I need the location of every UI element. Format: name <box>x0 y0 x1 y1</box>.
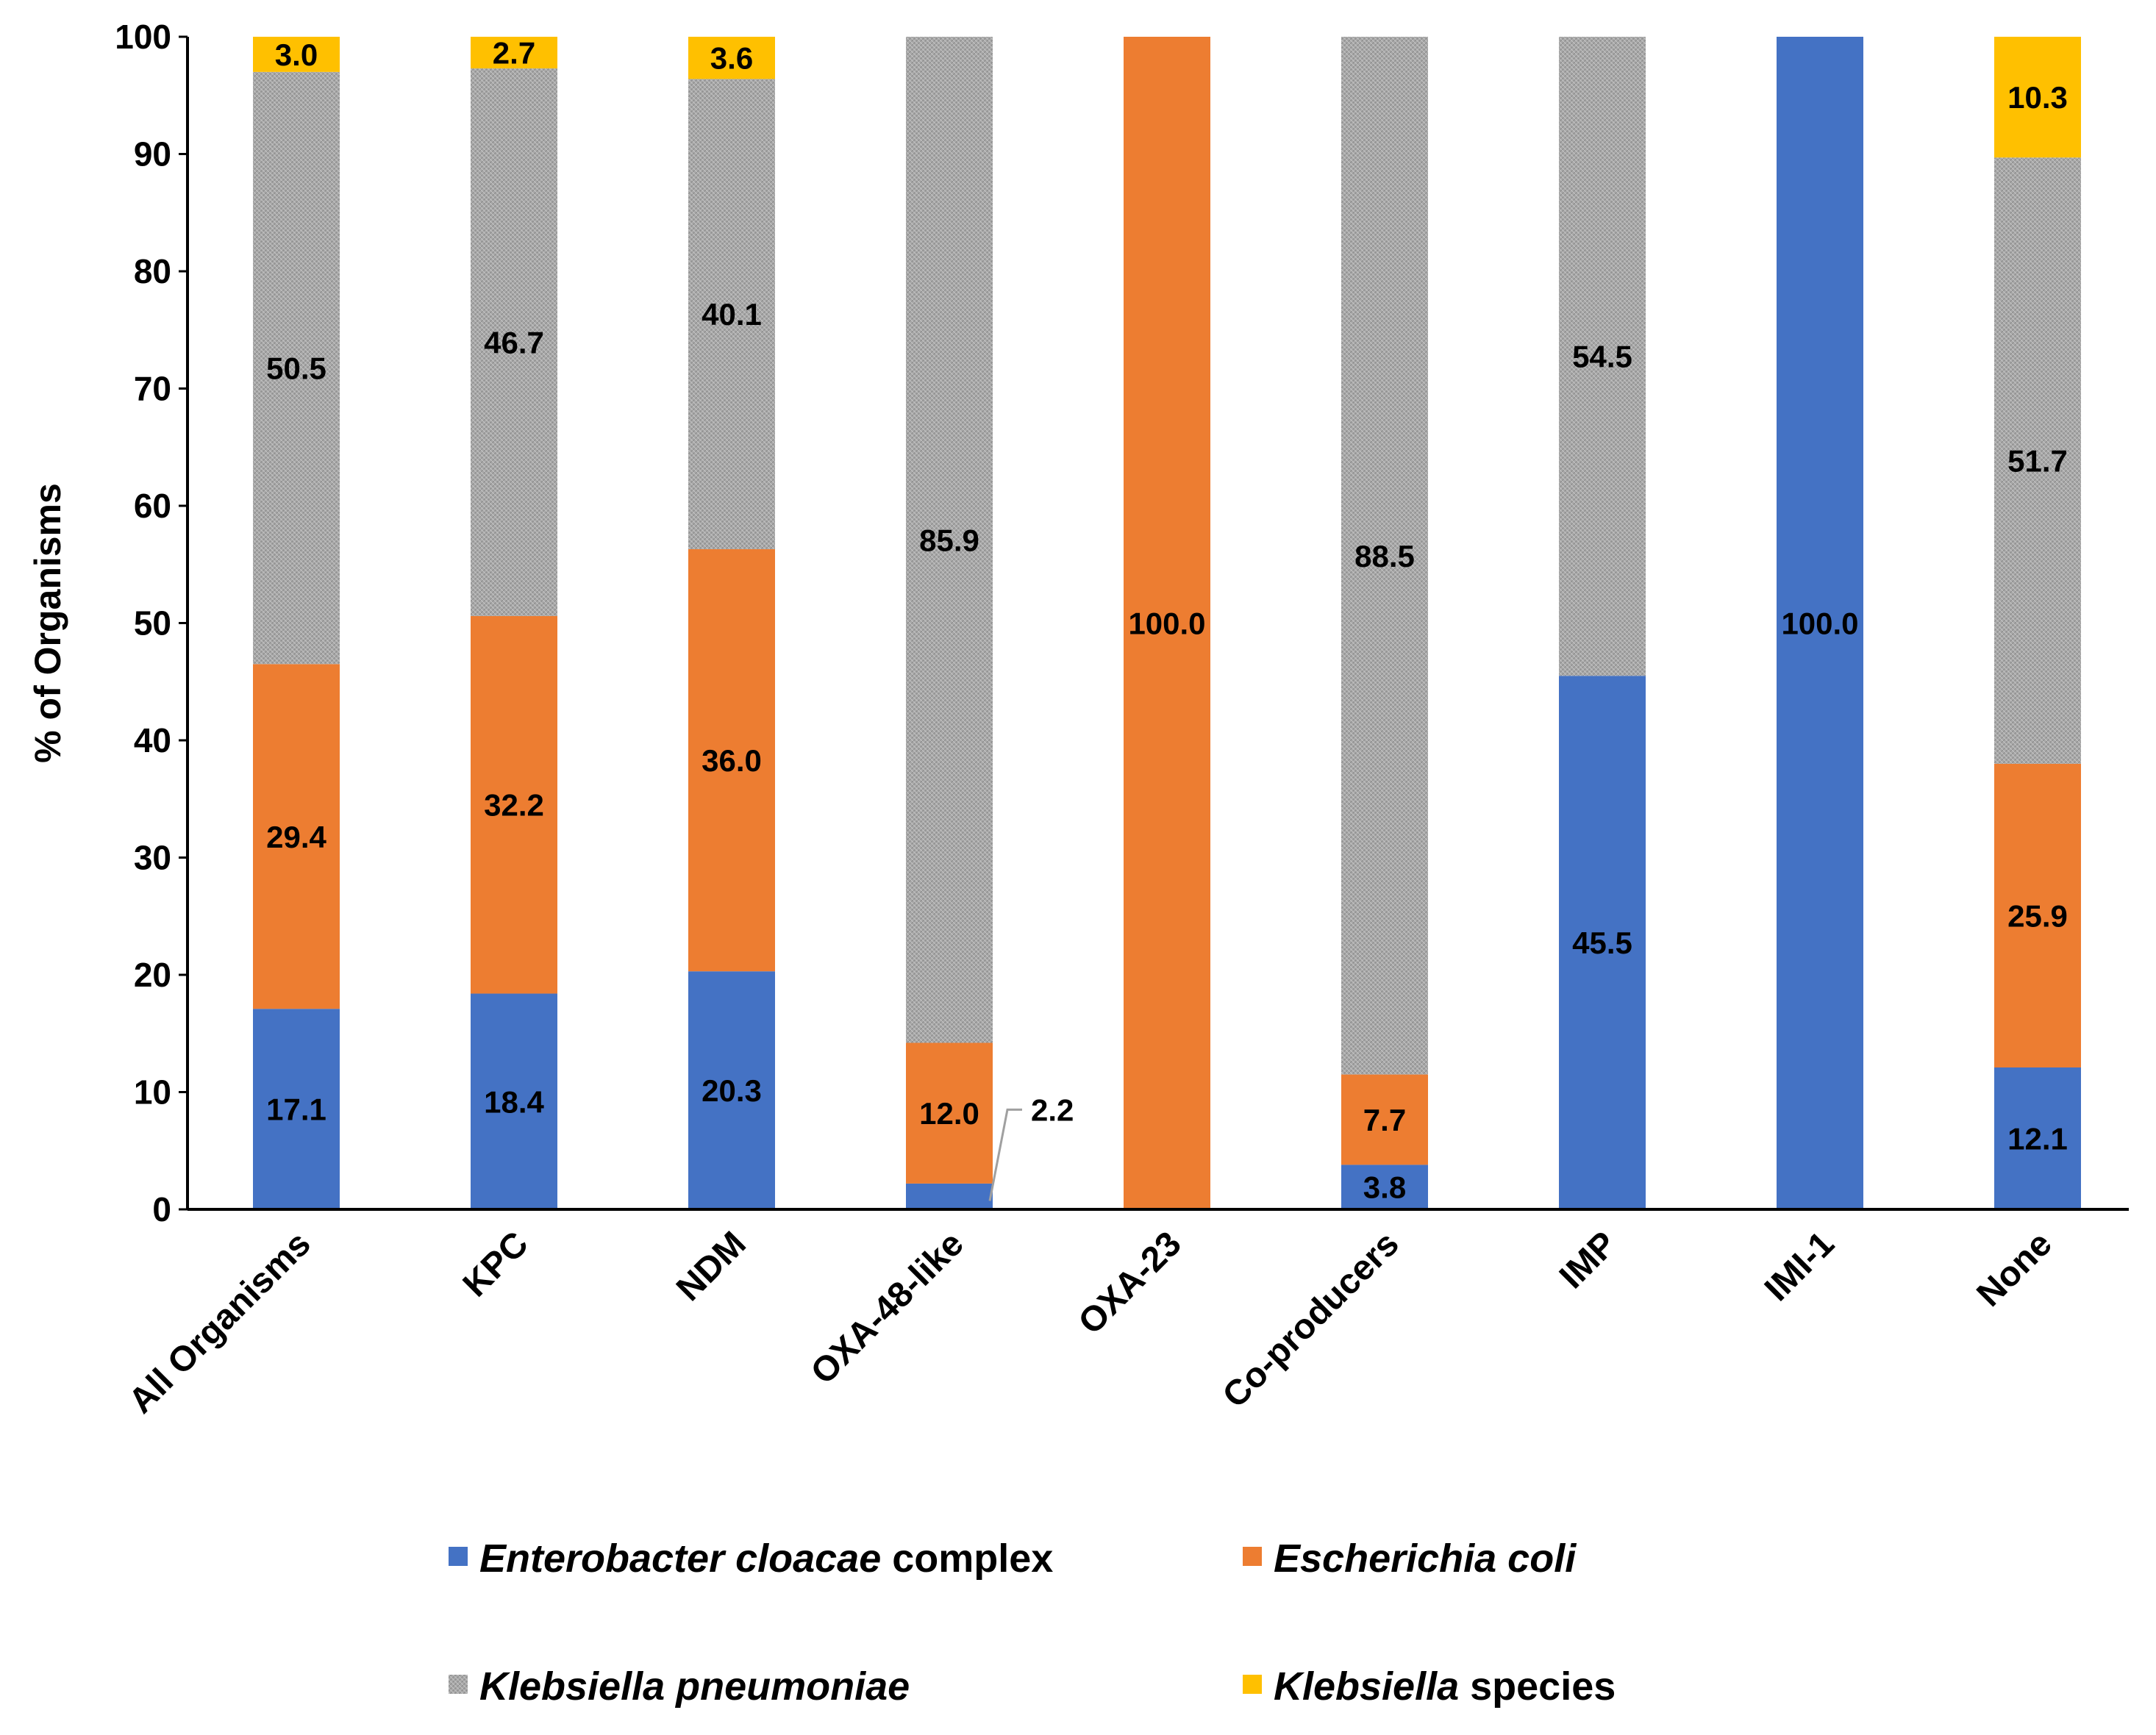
data-labels: 17.1 29.4 50.5 3.0 18.4 32.2 46.7 2.7 20.3 36.0 40… <box>266 36 2068 1205</box>
bar-all-organisms-enterobacter-cloacae-complex <box>253 1009 340 1209</box>
y-tick-label-10: 10 <box>134 1073 171 1112</box>
x-tick-label-all-organisms: All Organisms <box>121 1224 318 1421</box>
x-tick-label-kpc: KPC <box>456 1224 536 1304</box>
x-tick-label-oxa-48-like: OXA-48-like <box>804 1224 971 1392</box>
legend-swatch-escherichia-coli <box>1243 1547 1262 1566</box>
legend-swatch-enterobacter-cloacae-complex <box>449 1547 468 1566</box>
data-label-co-producers-enterobacter-cloacae-complex: 3.8 <box>1363 1170 1406 1205</box>
leader-line-oxa-48-like <box>988 1108 1022 1201</box>
x-tick-label-none: None <box>1969 1224 2059 1314</box>
legend-swatch-klebsiella-pneumoniae <box>449 1675 468 1694</box>
y-tick-label-100: 100 <box>115 18 171 56</box>
bar-co-producers-klebsiella-pneumoniae <box>1341 37 1428 1075</box>
bar-none-enterobacter-cloacae-complex <box>1994 1067 2081 1209</box>
bar-ndm-enterobacter-cloacae-complex <box>688 971 775 1209</box>
legend: Enterobacter cloacae complex Escherichia … <box>449 1537 1616 1709</box>
bar-kpc-klebsiella-species <box>471 37 557 69</box>
data-label-co-producers-klebsiella-pneumoniae: 88.5 <box>1354 539 1415 573</box>
bar-oxa-23-escherichia-coli <box>1124 37 1210 1209</box>
legend-label-escherichia-coli: Escherichia coli <box>1274 1537 1577 1581</box>
data-label-none-klebsiella-pneumoniae: 51.7 <box>2007 444 2068 479</box>
data-label-ndm-klebsiella-species: 3.6 <box>710 41 753 76</box>
bar-kpc-klebsiella-pneumoniae <box>471 68 557 616</box>
x-tick-label-imp: IMP <box>1552 1224 1624 1296</box>
data-label-all-organisms-klebsiella-pneumoniae: 50.5 <box>266 351 326 386</box>
bar-all-organisms-klebsiella-species <box>253 37 340 72</box>
data-label-all-organisms-escherichia-coli: 29.4 <box>266 820 326 854</box>
legend-label-plain: complex <box>881 1537 1053 1581</box>
data-label-none-klebsiella-species: 10.3 <box>2007 80 2068 115</box>
bar-kpc-enterobacter-cloacae-complex <box>471 993 557 1209</box>
y-tick-label-30: 30 <box>134 839 171 877</box>
y-tick-label-50: 50 <box>134 604 171 643</box>
x-tick-label-imi-1: IMI-1 <box>1757 1224 1842 1309</box>
data-label-ndm-klebsiella-pneumoniae: 40.1 <box>702 297 762 332</box>
data-label-kpc-escherichia-coli: 32.2 <box>484 788 544 823</box>
bar-oxa-48-like-escherichia-coli <box>906 1042 993 1184</box>
data-label-co-producers-escherichia-coli: 7.7 <box>1363 1103 1406 1137</box>
data-label-none-escherichia-coli: 25.9 <box>2007 898 2068 933</box>
bar-none-escherichia-coli <box>1994 763 2081 1068</box>
y-tick-label-90: 90 <box>134 135 171 174</box>
bar-imp-enterobacter-cloacae-complex <box>1559 676 1646 1209</box>
bar-ndm-escherichia-coli <box>688 549 775 972</box>
legend-label-italic: Klebsiella pneumoniae <box>479 1664 910 1709</box>
data-label-kpc-klebsiella-pneumoniae: 46.7 <box>484 325 544 359</box>
data-label-none-enterobacter-cloacae-complex: 12.1 <box>2007 1122 2068 1156</box>
y-tick-label-70: 70 <box>134 370 171 408</box>
legend-label-plain: species <box>1459 1664 1616 1709</box>
legend-label-italic: Escherichia coli <box>1274 1537 1577 1581</box>
bars <box>253 37 2081 1209</box>
legend-swatch-klebsiella-species <box>1243 1675 1262 1694</box>
y-axis-title: % of Organisms <box>27 483 68 763</box>
bar-all-organisms-escherichia-coli <box>253 664 340 1009</box>
legend-label-italic: Klebsiella <box>1274 1664 1459 1709</box>
legend-label-klebsiella-pneumoniae: Klebsiella pneumoniae <box>479 1664 910 1709</box>
x-tick-label-ndm: NDM <box>669 1224 754 1309</box>
data-label-kpc-enterobacter-cloacae-complex: 18.4 <box>484 1084 544 1119</box>
bar-oxa-48-like-klebsiella-pneumoniae <box>906 37 993 1043</box>
y-tick-label-60: 60 <box>134 487 171 525</box>
bar-co-producers-enterobacter-cloacae-complex <box>1341 1165 1428 1209</box>
x-tick-label-oxa-23: OXA-23 <box>1071 1224 1189 1342</box>
legend-label-italic: Enterobacter cloacae <box>479 1537 881 1581</box>
bar-kpc-escherichia-coli <box>471 615 557 994</box>
data-label-imi-1-enterobacter-cloacae-complex: 100.0 <box>1781 607 1858 641</box>
bar-none-klebsiella-species <box>1994 37 2081 158</box>
y-tick-label-40: 40 <box>134 721 171 759</box>
y-tick-label-0: 0 <box>152 1190 171 1228</box>
data-label-oxa-23-escherichia-coli: 100.0 <box>1128 607 1205 641</box>
bar-all-organisms-klebsiella-pneumoniae <box>253 71 340 665</box>
data-label-imp-enterobacter-cloacae-complex: 45.5 <box>1572 926 1632 960</box>
data-label-all-organisms-enterobacter-cloacae-complex: 17.1 <box>266 1092 326 1127</box>
x-tick-label-co-producers: Co-producers <box>1216 1224 1407 1415</box>
data-label-oxa-48-like-enterobacter-cloacae-complex: 2.2 <box>1031 1092 1074 1127</box>
bar-ndm-klebsiella-species <box>688 37 775 79</box>
legend-label-klebsiella-species: Klebsiella species <box>1274 1664 1616 1709</box>
legend-label-enterobacter-cloacae-complex: Enterobacter cloacae complex <box>479 1537 1053 1581</box>
data-label-kpc-klebsiella-species: 2.7 <box>493 36 535 71</box>
data-label-imp-klebsiella-pneumoniae: 54.5 <box>1572 340 1632 374</box>
bar-none-klebsiella-pneumoniae <box>1994 157 2081 764</box>
bar-co-producers-escherichia-coli <box>1341 1074 1428 1165</box>
data-label-ndm-escherichia-coli: 36.0 <box>702 743 762 778</box>
bar-imp-klebsiella-pneumoniae <box>1559 37 1646 676</box>
data-label-ndm-enterobacter-cloacae-complex: 20.3 <box>702 1073 762 1108</box>
data-label-oxa-48-like-klebsiella-pneumoniae: 85.9 <box>919 523 979 557</box>
bar-imi-1-enterobacter-cloacae-complex <box>1777 37 1863 1209</box>
y-tick-label-80: 80 <box>134 252 171 290</box>
data-label-all-organisms-klebsiella-species: 3.0 <box>275 37 318 72</box>
bar-ndm-klebsiella-pneumoniae <box>688 79 775 550</box>
bar-oxa-48-like-enterobacter-cloacae-complex <box>906 1183 993 1209</box>
data-label-oxa-48-like-escherichia-coli: 12.0 <box>919 1096 979 1131</box>
y-tick-label-20: 20 <box>134 956 171 994</box>
